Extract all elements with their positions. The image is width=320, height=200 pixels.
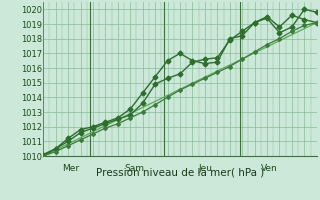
- Text: Ven: Ven: [261, 164, 277, 173]
- Text: Jeu: Jeu: [199, 164, 213, 173]
- X-axis label: Pression niveau de la mer( hPa ): Pression niveau de la mer( hPa ): [96, 167, 264, 177]
- Text: Mer: Mer: [62, 164, 79, 173]
- Text: Sam: Sam: [124, 164, 144, 173]
